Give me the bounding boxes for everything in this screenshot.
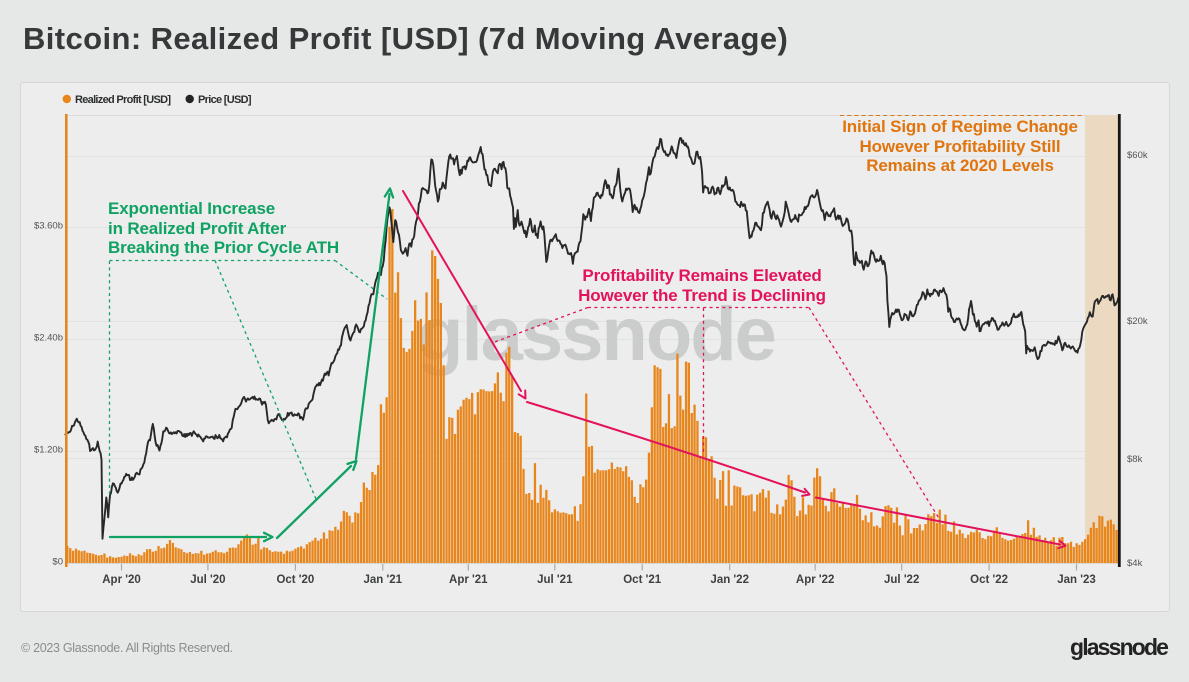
svg-text:$2.40b: $2.40b (34, 333, 63, 344)
svg-text:Jan '22: Jan '22 (710, 574, 749, 586)
svg-text:Oct '20: Oct '20 (276, 574, 314, 586)
svg-text:$4k: $4k (1127, 558, 1143, 569)
svg-text:Oct '21: Oct '21 (623, 574, 661, 586)
svg-text:$20k: $20k (1127, 316, 1148, 327)
svg-text:$3.60b: $3.60b (34, 221, 63, 232)
svg-text:$0: $0 (52, 557, 63, 568)
svg-text:Realized Profit [USD]: Realized Profit [USD] (75, 94, 171, 106)
svg-text:Jul '21: Jul '21 (537, 574, 573, 586)
svg-text:Apr '22: Apr '22 (796, 574, 835, 586)
svg-text:Oct '22: Oct '22 (970, 574, 1008, 586)
svg-text:$60k: $60k (1127, 150, 1148, 161)
svg-text:glassnode: glassnode (417, 292, 775, 377)
svg-text:Apr '20: Apr '20 (102, 574, 141, 586)
svg-text:$1.20b: $1.20b (34, 445, 63, 456)
svg-text:Jul '20: Jul '20 (190, 574, 225, 586)
svg-text:Jan '21: Jan '21 (364, 574, 403, 586)
svg-text:$8k: $8k (1127, 454, 1143, 465)
svg-text:Apr '21: Apr '21 (449, 574, 488, 586)
svg-text:Jan '23: Jan '23 (1057, 574, 1096, 586)
svg-text:Price [USD]: Price [USD] (198, 94, 252, 106)
svg-text:Jul '22: Jul '22 (884, 574, 919, 586)
